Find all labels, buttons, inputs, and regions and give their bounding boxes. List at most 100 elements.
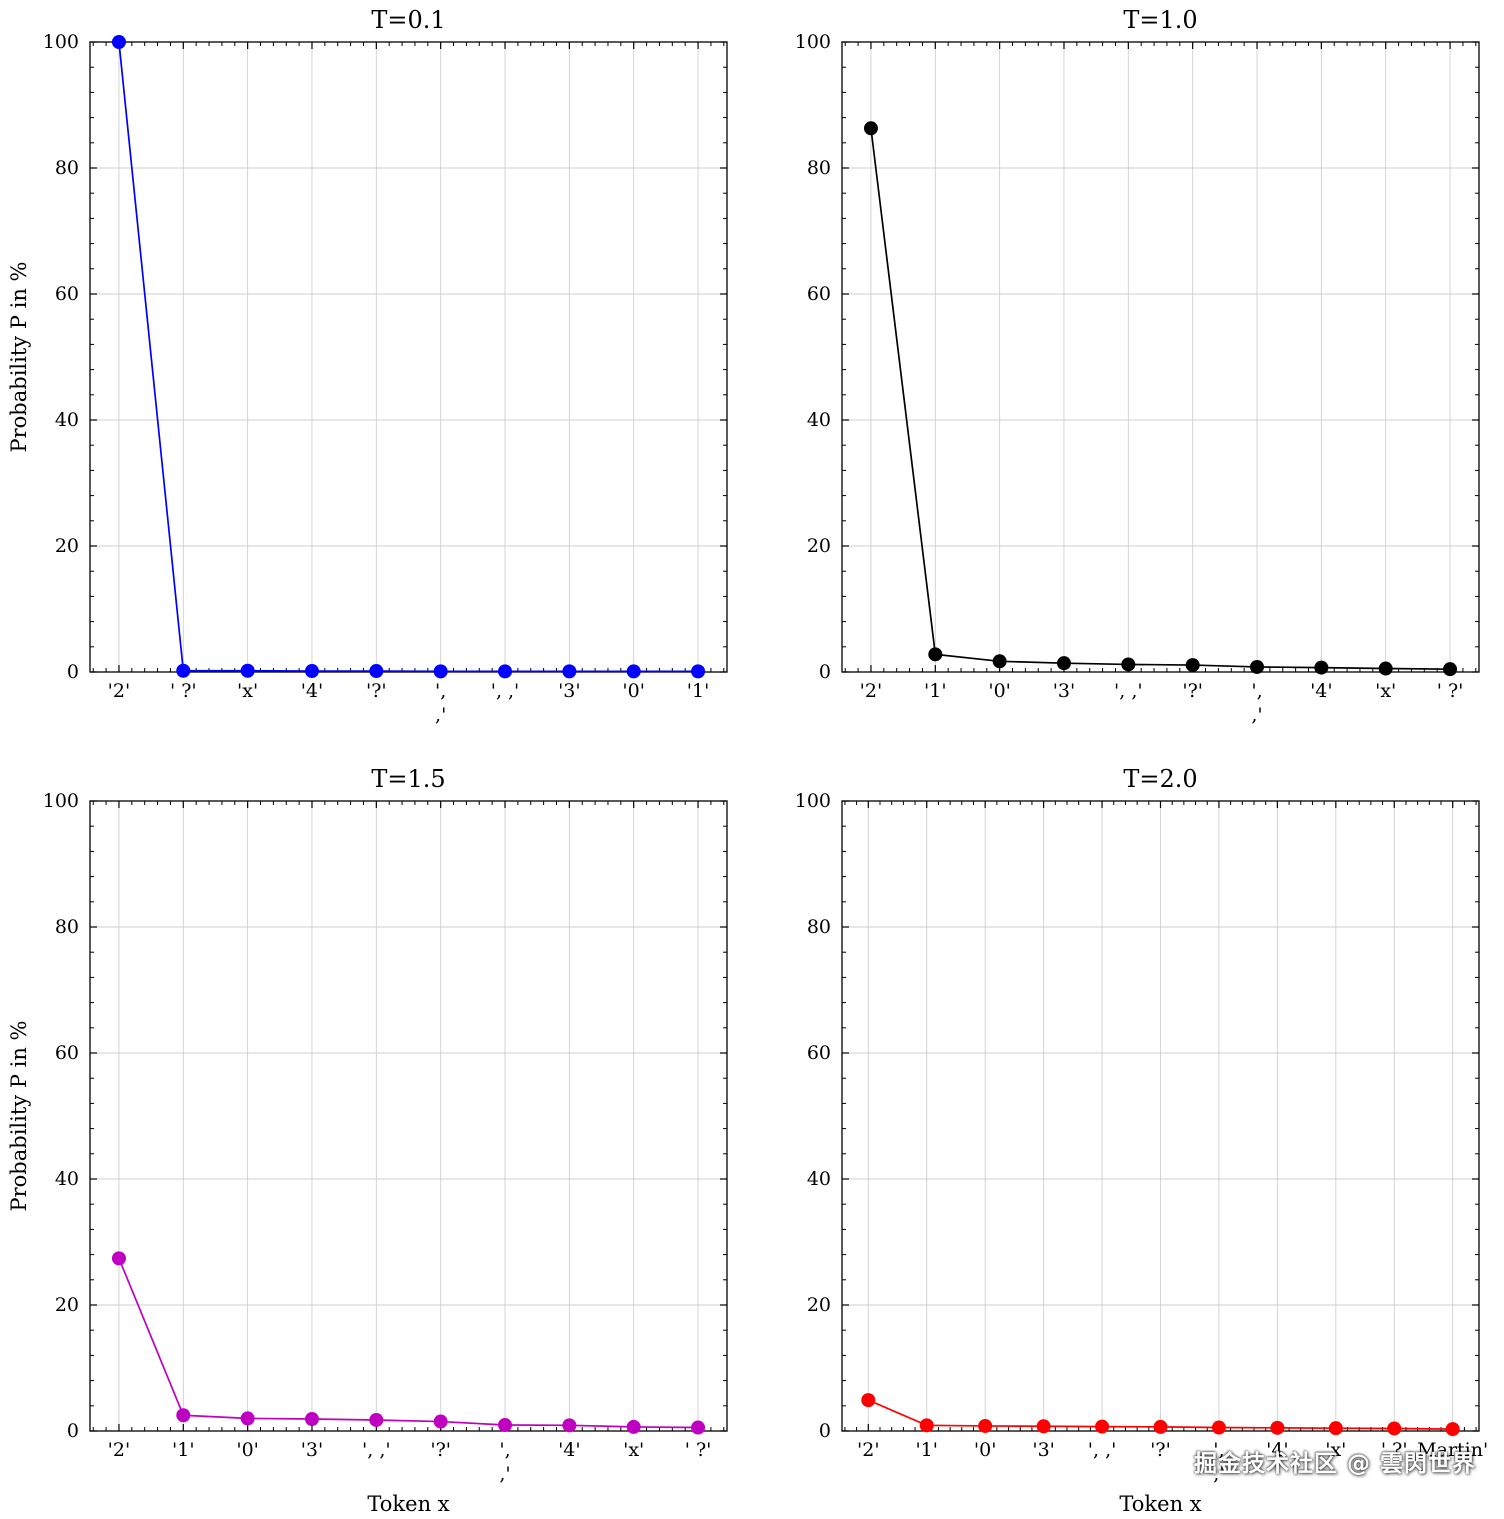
chart-t-0-1: 0 20 40 60 80 100 '2' ' ?' 'x' '4' '?' ', ,' ', ,' '3'… [0, 0, 752, 759]
y-tick-label: 80 [807, 916, 831, 938]
x-tick-label: '2' [860, 680, 883, 702]
y-tick-label: 20 [55, 535, 79, 557]
x-tick-label: '4' [301, 680, 324, 702]
chart-canvas-t-0-1: 0 20 40 60 80 100 '2' ' ?' 'x' '4' '?' ',,' ', ,' '3'… [7, 6, 728, 726]
y-tick-label: 40 [55, 1168, 79, 1190]
data-point [1314, 660, 1329, 675]
x-tick-label: 'x' [1375, 680, 1396, 702]
x-tick-label: ', [1251, 680, 1262, 702]
x-tick-label: '1' [172, 1439, 195, 1461]
chart-title: T=1.5 [371, 765, 445, 793]
data-point [304, 1412, 319, 1427]
y-tick-label: 0 [67, 1420, 79, 1442]
data-line [870, 128, 1451, 671]
data-point [433, 664, 448, 679]
chart-title: T=0.1 [371, 6, 445, 34]
chart-t-1-5: 0 20 40 60 80 100 '2' '1' '0' '3' ', ,' '?' ', ,' '4' '… [0, 759, 752, 1518]
x-tick-label: ' ?' [170, 680, 197, 702]
data-point [240, 663, 255, 678]
x-tick-label: ' ?' [1437, 680, 1464, 702]
data-point [691, 664, 706, 679]
y-tick-label: 20 [807, 535, 831, 557]
x-tick-label: '2' [108, 1439, 131, 1461]
x-axis-label: Token x [1119, 1492, 1201, 1516]
y-tick-label: 60 [807, 283, 831, 305]
x-tick-label: ', ,' [491, 680, 520, 702]
y-tick-label: 80 [807, 157, 831, 179]
data-point [498, 1418, 513, 1433]
data-point [1153, 1419, 1168, 1434]
x-tick-label: ', ,' [1114, 680, 1143, 702]
data-point [1036, 1419, 1051, 1434]
x-tick-label: '?' [430, 1439, 451, 1461]
y-tick-label: 40 [55, 409, 79, 431]
data-point [1443, 662, 1458, 677]
data-point [861, 1393, 876, 1408]
data-point [369, 1412, 384, 1427]
data-point [626, 1419, 641, 1434]
data-point [240, 1411, 255, 1426]
chart-title: T=2.0 [1123, 765, 1197, 793]
data-point [626, 664, 641, 679]
data-point [176, 663, 191, 678]
data-point [562, 1418, 577, 1433]
data-point [433, 1414, 448, 1429]
data-point [691, 1420, 706, 1435]
data-point [111, 35, 126, 49]
x-tick-label: '?' [366, 680, 387, 702]
chart-t-2-0: 0 20 40 60 80 100 '2' '1' '0' '3' ', ,' '?' ', ,' '4' '… [752, 759, 1504, 1518]
data-point [1121, 657, 1136, 672]
y-tick-label: 0 [819, 1420, 831, 1442]
x-tick-label: ', [1213, 1439, 1224, 1461]
x-tick-label: ,' [1251, 704, 1262, 726]
y-tick-label: 60 [55, 283, 79, 305]
data-point [1378, 661, 1393, 676]
y-tick-label: 100 [795, 790, 831, 812]
data-point [978, 1418, 993, 1433]
y-axis-label: Probability P in % [7, 261, 31, 452]
y-tick-label: 20 [55, 1294, 79, 1316]
data-point [1445, 1422, 1460, 1437]
data-point [562, 664, 577, 679]
x-tick-label: 'x' [1325, 1439, 1346, 1461]
y-tick-label: 80 [55, 916, 79, 938]
x-tick-label: '4' [1266, 1439, 1289, 1461]
x-tick-label: '3' [1032, 1439, 1055, 1461]
x-tick-label: '1' [915, 1439, 938, 1461]
data-point [992, 654, 1007, 669]
data-point [1095, 1419, 1110, 1434]
x-tick-label: '?' [1150, 1439, 1171, 1461]
data-line [118, 41, 699, 673]
x-tick-label: '4' [1310, 680, 1333, 702]
chart-canvas-t-2-0: 0 20 40 60 80 100 '2' '1' '0' '3' ', ,' '?' ',,' '4' '… [795, 765, 1488, 1516]
x-tick-label: '?' [1182, 680, 1203, 702]
x-tick-label: '0' [974, 1439, 997, 1461]
y-tick-label: 60 [807, 1042, 831, 1064]
data-point [1211, 1420, 1226, 1435]
y-tick-label: 80 [55, 157, 79, 179]
x-tick-label: '4' [558, 1439, 581, 1461]
data-point [1328, 1421, 1343, 1436]
data-point [176, 1408, 191, 1423]
data-line [118, 1258, 699, 1429]
x-tick-label: ', ,' [1088, 1439, 1117, 1461]
chart-title: T=1.0 [1123, 6, 1197, 34]
y-tick-label: 0 [67, 661, 79, 683]
data-point [919, 1418, 934, 1433]
data-point [369, 664, 384, 679]
x-tick-label: ', [435, 680, 446, 702]
x-tick-label: ,' [1213, 1463, 1224, 1485]
x-tick-label: ', ,' [362, 1439, 391, 1461]
data-point [498, 664, 513, 679]
x-tick-label: '0' [988, 680, 1011, 702]
y-tick-label: 100 [795, 31, 831, 53]
data-point [111, 1251, 126, 1266]
data-point [1250, 659, 1265, 674]
chart-t-1-0: 0 20 40 60 80 100 '2' '1' '0' '3' ', ,' '?' ', ,' '4' '… [752, 0, 1504, 759]
x-tick-label: ', [499, 1439, 510, 1461]
plot-frame [841, 41, 1480, 673]
data-point [928, 647, 943, 662]
data-point [863, 121, 878, 136]
y-tick-label: 0 [819, 661, 831, 683]
